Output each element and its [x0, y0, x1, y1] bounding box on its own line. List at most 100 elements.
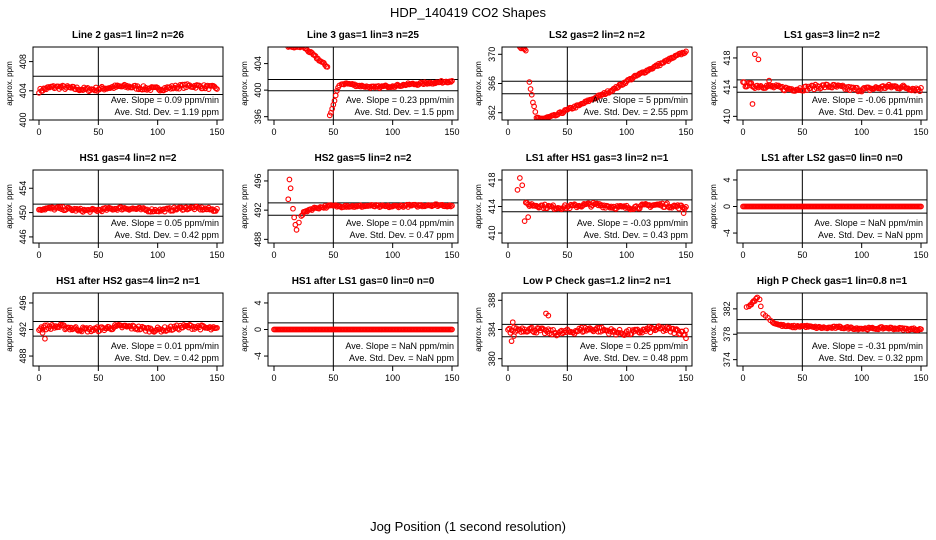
data-point — [446, 202, 453, 209]
x-tick-label: 100 — [854, 127, 869, 137]
plot-area — [737, 293, 927, 366]
y-tick-label: 388 — [487, 293, 497, 308]
data-point — [286, 176, 293, 183]
data-point — [511, 333, 517, 339]
data-point — [916, 326, 923, 332]
x-tick-label: 150 — [913, 250, 928, 260]
plot-area — [737, 47, 927, 120]
plot-area — [502, 170, 692, 243]
data-point — [42, 335, 48, 342]
plot-area — [33, 47, 223, 120]
x-tick-label: 100 — [854, 373, 869, 383]
data-point — [674, 202, 681, 208]
panel: LS1 gas=3 lin=2 n=2 Ave. Slope = -0.06 pp… — [709, 30, 929, 137]
panel-title: HS2 gas=5 lin=2 n=2 — [315, 153, 412, 164]
plot-frame — [267, 46, 459, 121]
y-tick-label: 396 — [253, 109, 263, 124]
panel: LS1 after LS2 gas=0 lin=0 n=0 Ave. Slope … — [709, 153, 929, 260]
data-point — [597, 93, 604, 99]
panel: Line 2 gas=1 lin=2 n=26 Ave. Slope = 0.09… — [5, 30, 225, 137]
y-axis-label: approx. ppm — [5, 184, 14, 229]
data-point — [331, 97, 338, 104]
plot-frame — [736, 292, 928, 367]
y-axis-label: approx. ppm — [474, 184, 483, 229]
data-point — [517, 175, 523, 181]
x-tick-label: 0 — [36, 127, 41, 137]
x-tick-label: 100 — [854, 250, 869, 260]
y-axis-label: approx. ppm — [5, 307, 14, 352]
y-tick-label: 370 — [487, 47, 497, 62]
y-tick-label: 496 — [18, 295, 28, 310]
y-tick-label: 492 — [18, 322, 28, 337]
slope-annotation: Ave. Slope = 0.04 ppm/min — [346, 218, 454, 228]
y-axis-label: approx. ppm — [709, 184, 718, 229]
data-point — [757, 303, 764, 310]
std-dev-annotation: Ave. Std. Dev. = 1.5 ppm — [355, 107, 454, 117]
x-tick-label: 0 — [271, 373, 276, 383]
y-axis-label: approx. ppm — [240, 184, 249, 229]
y-tick-label: -4 — [722, 229, 732, 237]
data-point — [334, 87, 340, 94]
data-point — [664, 324, 670, 331]
std-dev-annotation: Ave. Std. Dev. = 0.43 ppm — [584, 230, 688, 240]
plot-area — [268, 293, 458, 366]
data-point — [135, 86, 142, 93]
plot-area — [737, 170, 927, 243]
plot-frame — [267, 169, 459, 244]
data-point — [52, 323, 59, 329]
panel: LS1 after HS1 gas=3 lin=2 n=1 Ave. Slope … — [474, 153, 694, 260]
data-point — [615, 329, 622, 336]
data-point — [447, 203, 454, 210]
data-point — [854, 325, 860, 331]
x-tick-label: 100 — [385, 250, 400, 260]
data-point — [683, 335, 689, 342]
data-point — [527, 86, 534, 92]
slope-annotation: Ave. Slope = 0.23 ppm/min — [346, 95, 454, 105]
panel-title: Line 3 gas=1 lin=3 n=25 — [307, 30, 419, 41]
y-axis-label: approx. ppm — [709, 61, 718, 106]
data-point — [166, 326, 173, 333]
panel: Low P Check gas=1.2 lin=2 n=1 Ave. Slope … — [474, 276, 694, 383]
y-tick-label: 410 — [722, 109, 732, 124]
x-tick-label: 0 — [505, 373, 510, 383]
std-dev-annotation: Ave. Std. Dev. = 0.41 ppm — [819, 107, 923, 117]
y-tick-label: 414 — [722, 80, 732, 95]
slope-annotation: Ave. Slope = -0.03 ppm/min — [577, 218, 688, 228]
panel: HS1 gas=4 lin=2 n=2 Ave. Slope = 0.05 ppm… — [5, 153, 225, 260]
data-point — [287, 185, 294, 192]
data-point — [519, 182, 526, 189]
x-tick-label: 50 — [93, 373, 103, 383]
data-point — [132, 82, 138, 89]
y-axis-label: approx. ppm — [474, 307, 483, 352]
data-point — [508, 338, 515, 345]
data-point — [299, 212, 306, 218]
data-point — [285, 196, 292, 203]
x-tick-label: 50 — [328, 250, 338, 260]
data-point — [514, 187, 521, 193]
x-tick-label: 0 — [36, 250, 41, 260]
data-point — [646, 66, 653, 73]
data-point — [447, 79, 454, 85]
y-tick-label: 380 — [487, 351, 497, 366]
panel-title: LS1 gas=3 lin=2 n=2 — [784, 30, 880, 41]
x-tick-label: 0 — [740, 373, 745, 383]
y-tick-label: 378 — [722, 327, 732, 342]
std-dev-annotation: Ave. Std. Dev. = 0.47 ppm — [350, 230, 454, 240]
slope-annotation: Ave. Slope = 5 ppm/min — [592, 95, 688, 105]
x-tick-label: 150 — [209, 250, 224, 260]
y-axis-label: approx. ppm — [709, 307, 718, 352]
plot-frame — [32, 46, 224, 121]
data-point — [664, 200, 670, 207]
x-tick-label: 150 — [209, 127, 224, 137]
data-point — [833, 323, 840, 330]
panel: HS2 gas=5 lin=2 n=2 Ave. Slope = 0.04 ppm… — [240, 153, 460, 260]
data-point — [545, 312, 552, 319]
y-axis-label: approx. ppm — [240, 307, 249, 352]
x-tick-label: 50 — [562, 250, 572, 260]
data-point — [748, 80, 755, 87]
x-tick-label: 100 — [619, 373, 634, 383]
x-tick-label: 100 — [619, 250, 634, 260]
data-point — [595, 202, 602, 209]
data-point — [889, 325, 896, 332]
data-point — [749, 101, 756, 107]
